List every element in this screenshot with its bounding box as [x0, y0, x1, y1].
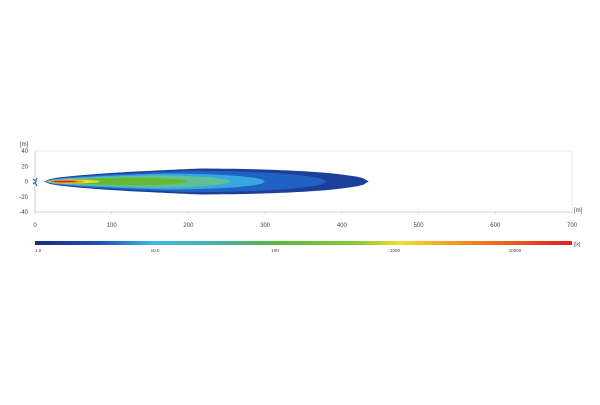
colorbar-tick-label: 10000: [509, 248, 522, 253]
colorbar-tick-label: 10.0: [151, 248, 160, 253]
colorbar-tick-label: 100: [271, 248, 279, 253]
x-tick-label: 400: [337, 223, 348, 229]
colorbar-unit-label: [lx]: [574, 242, 581, 248]
contour-band-10000lx: [51, 180, 78, 183]
contour-band-100lx: [46, 177, 189, 186]
y-tick-label: -40: [19, 210, 28, 216]
y-tick-label: 20: [21, 164, 28, 170]
y-unit-label: [m]: [20, 142, 29, 148]
y-tick-label: 40: [21, 149, 28, 155]
colorbar-tick-label: 1.0: [35, 248, 42, 253]
contour-bands: [44, 168, 369, 195]
x-tick-label: 500: [414, 223, 425, 229]
y-tick-label: 0: [25, 180, 29, 186]
x-tick-label: 0: [33, 223, 37, 229]
y-tick-label: -20: [19, 195, 28, 201]
x-tick-label: 200: [183, 223, 194, 229]
x-tick-label: 300: [260, 223, 271, 229]
x-unit-label: [m]: [574, 208, 583, 214]
colorbar-tick-label: 1000: [390, 248, 401, 253]
x-tick-label: 600: [490, 223, 501, 229]
colorbar: [35, 241, 572, 245]
x-tick-label: 700: [567, 223, 578, 229]
x-tick-label: 100: [107, 223, 118, 229]
